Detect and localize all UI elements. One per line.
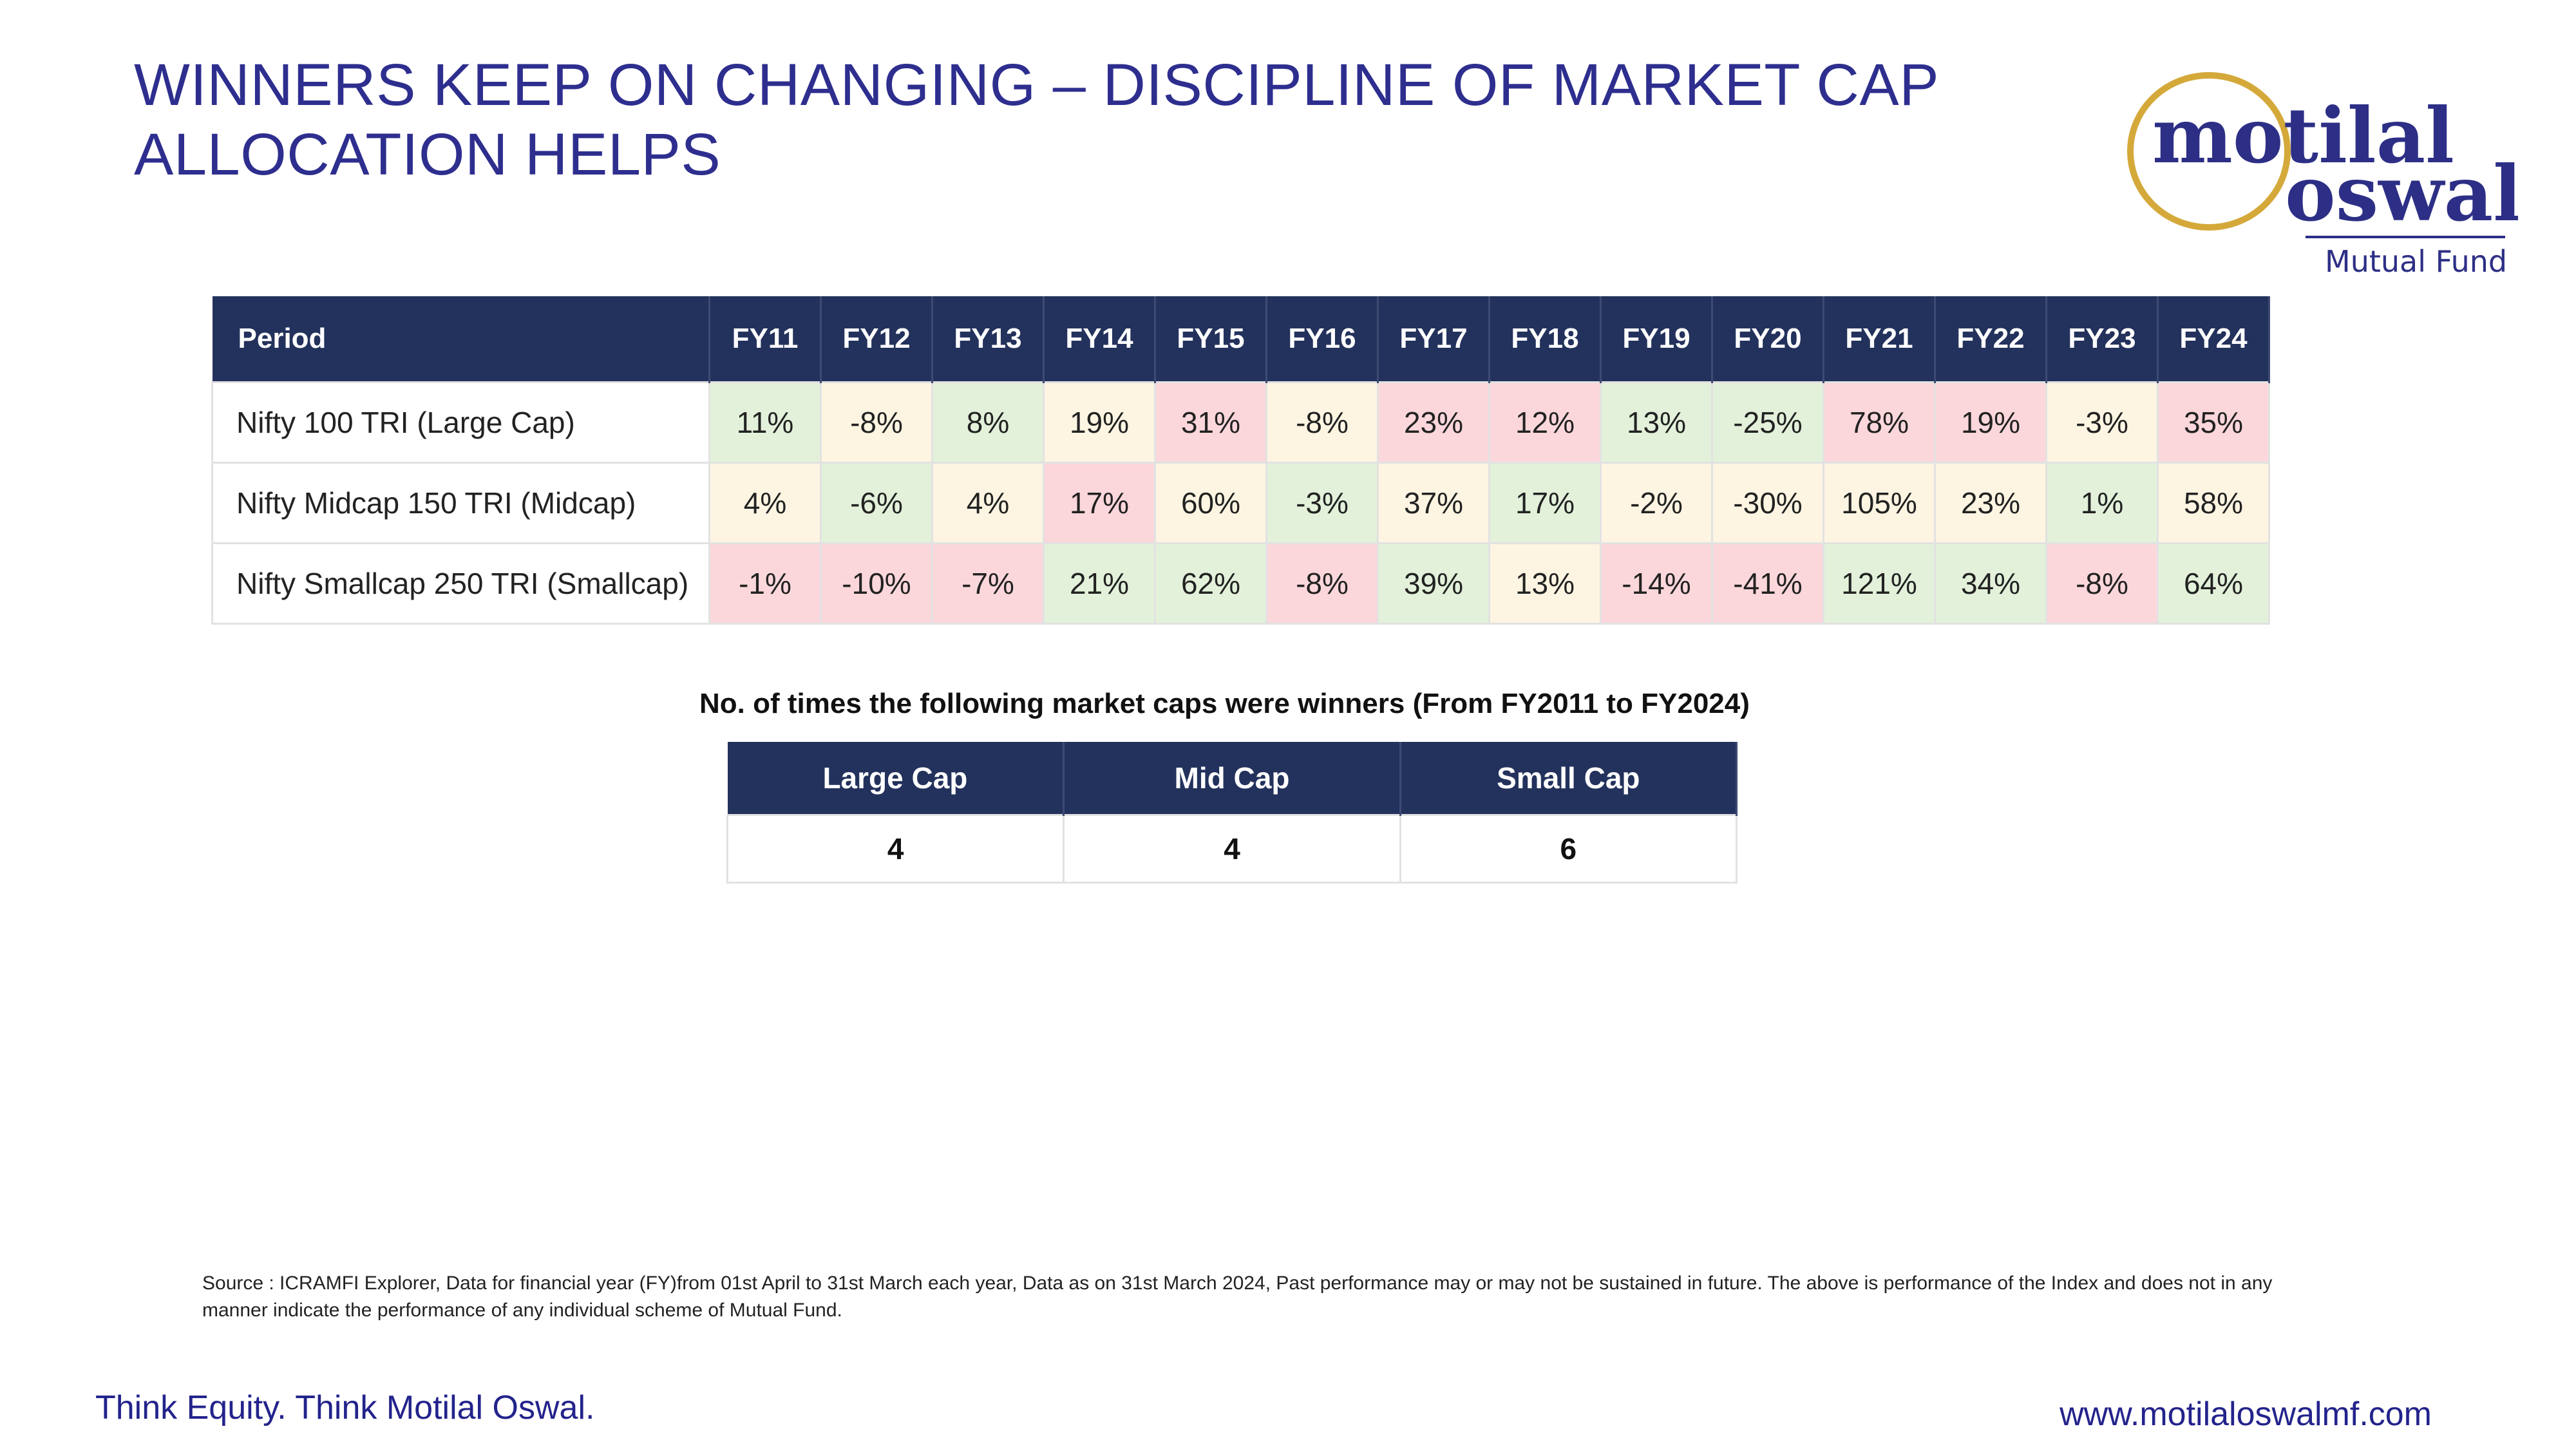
table-cell: 21% [1043,542,1156,625]
table-cell: 58% [2157,462,2270,544]
header-fy: FY17 [1378,296,1490,383]
table-cell: 17% [1488,462,1602,544]
header-fy: FY14 [1043,296,1156,383]
table-cell: 19% [1043,381,1156,464]
table-cell: 37% [1377,462,1490,544]
header-fy: FY12 [820,296,933,383]
motilal-oswal-logo: motilal oswal Mutual Fund [2127,72,2518,279]
header-fy: FY11 [709,296,822,383]
row-label: Nifty Midcap 150 TRI (Midcap) [211,462,710,544]
winners-table-header: Large Cap Mid Cap Small Cap [727,742,1738,815]
returns-table-header: Period FY11 FY12 FY13 FY14 FY15 FY16 FY1… [212,296,2270,383]
header-fy: FY13 [932,296,1045,383]
table-cell: 64% [2157,542,2270,625]
large-cap-wins: 4 [726,814,1065,884]
table-row: 4 4 6 [726,814,1738,884]
header-period: Period [212,296,710,383]
table-cell: 4% [931,462,1045,544]
table-cell: -8% [2045,542,2159,625]
table-cell: -3% [2045,381,2159,464]
page-title: WINNERS KEEP ON CHANGING – DISCIPLINE OF… [134,52,1938,187]
header-fy: FY21 [1823,296,1936,383]
table-cell: -41% [1711,542,1824,625]
table-cell: 34% [1934,542,2047,625]
row-label: Nifty 100 TRI (Large Cap) [211,381,710,464]
table-cell: -14% [1600,542,1713,625]
table-cell: -8% [1265,542,1379,625]
header-fy: FY15 [1155,296,1267,383]
header-small-cap: Small Cap [1400,742,1738,815]
table-cell: -6% [820,462,933,544]
header-mid-cap: Mid Cap [1063,742,1401,815]
table-cell: -2% [1600,462,1713,544]
table-cell: 13% [1600,381,1713,464]
table-cell: 121% [1823,542,1936,625]
header-large-cap: Large Cap [727,742,1065,815]
table-cell: -8% [820,381,933,464]
table-cell: 39% [1377,542,1490,625]
mid-cap-wins: 4 [1063,814,1401,884]
footer-tagline: Think Equity. Think Motilal Oswal. [95,1389,595,1426]
table-cell: 12% [1488,381,1602,464]
table-row-small-cap: Nifty Smallcap 250 TRI (Smallcap) -1% -1… [211,542,2270,625]
svg-text:motilal: motilal [2152,91,2454,180]
table-cell: 60% [1154,462,1267,544]
header-fy: FY23 [2046,296,2159,383]
table-cell: 78% [1823,381,1936,464]
table-cell: 11% [708,381,822,464]
small-cap-wins: 6 [1399,814,1738,884]
returns-table: Period FY11 FY12 FY13 FY14 FY15 FY16 FY1… [211,296,2270,625]
header-fy: FY22 [1935,296,2047,383]
table-cell: -10% [820,542,933,625]
winners-heading: No. of times the following market caps w… [699,688,1750,719]
table-row-large-cap: Nifty 100 TRI (Large Cap) 11% -8% 8% 19%… [211,381,2270,464]
table-cell: -25% [1711,381,1824,464]
table-cell: 35% [2157,381,2270,464]
table-cell: 19% [1934,381,2047,464]
footer-website-link[interactable]: www.motilaloswalmf.com [2060,1396,2432,1433]
header-fy: FY18 [1489,296,1602,383]
svg-text:Mutual Fund: Mutual Fund [2325,244,2507,279]
table-cell: 62% [1154,542,1267,625]
table-cell: -8% [1265,381,1379,464]
svg-text:oswal: oswal [2285,149,2518,238]
table-cell: 23% [1377,381,1490,464]
header-fy: FY24 [2157,296,2270,383]
table-cell: 23% [1934,462,2047,544]
table-cell: 4% [708,462,822,544]
table-cell: 31% [1154,381,1267,464]
table-cell: 8% [931,381,1045,464]
table-cell: 17% [1043,462,1156,544]
table-cell: -7% [931,542,1045,625]
table-cell: 13% [1488,542,1602,625]
table-cell: 105% [1823,462,1936,544]
row-label: Nifty Smallcap 250 TRI (Smallcap) [211,542,710,625]
source-note: Source : ICRAMFI Explorer, Data for fina… [202,1273,2273,1321]
table-cell: 1% [2045,462,2159,544]
table-cell: -30% [1711,462,1824,544]
table-cell: -3% [1265,462,1379,544]
header-fy: FY19 [1600,296,1713,383]
table-row-mid-cap: Nifty Midcap 150 TRI (Midcap) 4% -6% 4% … [211,462,2270,544]
table-cell: -1% [708,542,822,625]
winners-table: Large Cap Mid Cap Small Cap 4 4 6 [726,742,1738,884]
header-fy: FY20 [1712,296,1824,383]
header-fy: FY16 [1266,296,1379,383]
